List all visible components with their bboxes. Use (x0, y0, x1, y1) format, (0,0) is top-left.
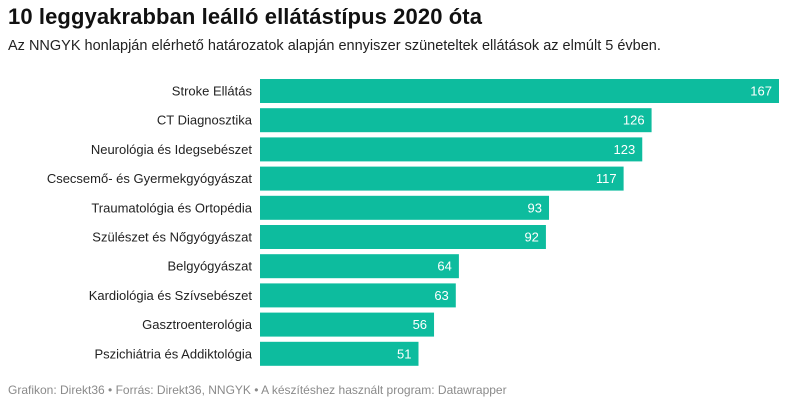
value-label: 167 (750, 84, 772, 99)
value-label: 123 (614, 142, 636, 157)
category-label: Szülészet és Nőgyógyászat (92, 230, 252, 245)
bar (260, 195, 550, 220)
category-label: CT Diagnosztika (157, 113, 253, 128)
chart-subtitle: Az NNGYK honlapján elérhető határozatok … (8, 38, 661, 54)
bar (260, 108, 652, 133)
value-label: 117 (596, 171, 617, 186)
category-label: Traumatológia és Ortopédia (91, 200, 252, 215)
bar (260, 166, 624, 191)
chart-footer: Grafikon: Direkt36 • Forrás: Direkt36, N… (8, 383, 507, 397)
category-label: Gasztroenterológia (142, 317, 253, 332)
category-label: Kardiológia és Szívsebészet (89, 288, 253, 303)
value-label: 56 (413, 317, 427, 332)
value-label: 93 (528, 200, 542, 215)
category-label: Pszichiátria és Addiktológia (94, 346, 252, 361)
value-label: 64 (437, 259, 451, 274)
bar (260, 312, 435, 337)
bar (260, 254, 459, 279)
category-label: Csecsemő- és Gyermekgyógyászat (47, 171, 253, 186)
bar (260, 283, 456, 308)
category-label: Neurológia és Idegsebészet (91, 142, 253, 157)
value-label: 63 (434, 288, 448, 303)
category-label: Belgyógyászat (167, 259, 252, 274)
chart-title: 10 leggyakrabban leálló ellátástípus 202… (8, 4, 483, 29)
value-label: 51 (397, 346, 411, 361)
value-label: 92 (524, 230, 538, 245)
bar (260, 341, 419, 366)
bar (260, 79, 779, 103)
category-label: Stroke Ellátás (172, 84, 253, 99)
bar (260, 137, 643, 162)
bar (260, 225, 546, 249)
value-label: 126 (623, 113, 645, 128)
